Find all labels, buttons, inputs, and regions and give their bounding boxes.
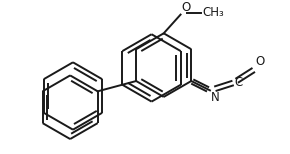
Text: O: O (182, 1, 191, 14)
Text: N: N (211, 91, 220, 104)
Text: C: C (234, 76, 242, 89)
Text: O: O (256, 55, 265, 68)
Text: CH₃: CH₃ (202, 6, 224, 19)
